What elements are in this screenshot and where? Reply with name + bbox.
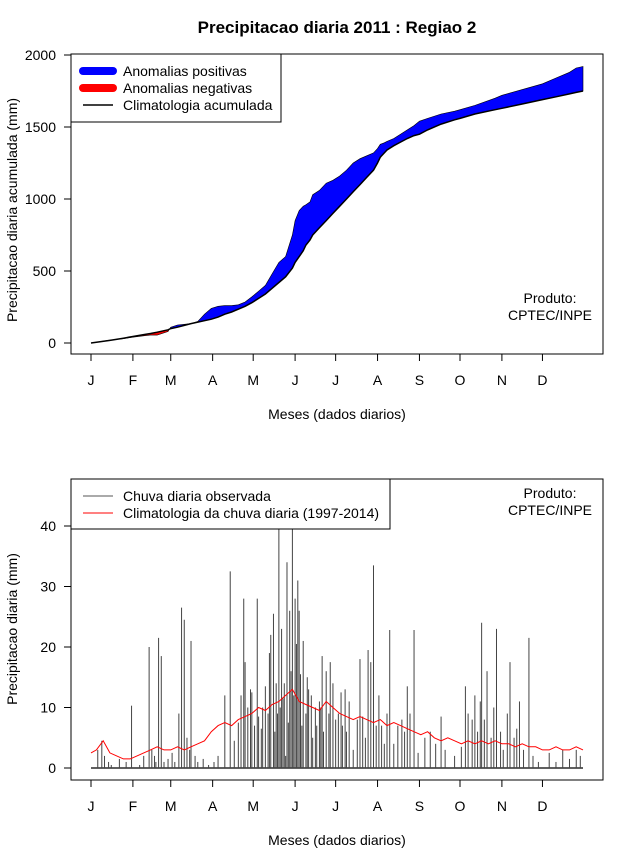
bottom-x-tick-label: J — [292, 798, 299, 814]
top-legend: Anomalias positivas Anomalias negativas … — [70, 53, 282, 123]
climatology-accumulated-line — [90, 90, 584, 344]
top-x-tick-label: F — [129, 372, 138, 388]
top-x-axis-label: Meses (dados diarios) — [268, 406, 406, 422]
top-x-tick-label: N — [497, 372, 507, 388]
bottom-x-tick-label: A — [208, 798, 218, 814]
bottom-x-tick-label: J — [332, 798, 339, 814]
daily-chart: 0 10 20 30 40 J F M A M J J A S O N D Meses (dados diar… — [4, 478, 604, 848]
bottom-x-axis-label: Meses (dados diarios) — [268, 832, 406, 848]
bottom-y-tick-label: 30 — [40, 579, 56, 595]
top-x-tick-label: O — [455, 372, 466, 388]
bottom-x-tick-label: M — [165, 798, 177, 814]
bottom-marks — [90, 526, 584, 769]
bottom-annotation-line2: CPTEC/INPE — [508, 502, 592, 518]
top-annotation-line2: CPTEC/INPE — [508, 307, 592, 323]
bottom-x-tick-label: J — [88, 798, 95, 814]
top-x-tick-label: M — [165, 372, 177, 388]
bottom-legend-box — [70, 478, 391, 530]
bottom-x-tick-label: N — [497, 798, 507, 814]
top-x-tick-label: S — [415, 372, 424, 388]
daily-climatology-line — [90, 688, 584, 760]
legend-label-daily-climatology: Climatologia da chuva diaria (1997-2014) — [123, 505, 379, 521]
top-y-tick-label: 500 — [33, 263, 57, 279]
bottom-y-tick-label: 0 — [48, 760, 56, 776]
bottom-x-tick-label: O — [455, 798, 466, 814]
top-y-tick-label: 0 — [48, 335, 56, 351]
bottom-legend: Chuva diaria observada Climatologia da c… — [70, 478, 391, 530]
bottom-y-tick-label: 40 — [40, 518, 56, 534]
top-x-tick-label: A — [373, 372, 383, 388]
bottom-x-tick-label: D — [537, 798, 547, 814]
top-y-tick-label: 1500 — [25, 119, 56, 135]
top-x-tick-label: J — [292, 372, 299, 388]
accumulated-chart: 0 500 1000 1500 2000 J F M A M J J A S O N D Meses (dad… — [4, 47, 604, 422]
bottom-y-axis-label: Precipitacao diaria (mm) — [4, 553, 20, 705]
bottom-x-tick-label: A — [373, 798, 383, 814]
legend-label-negative: Anomalias negativas — [123, 80, 252, 96]
legend-label-climatology: Climatologia acumulada — [123, 97, 273, 113]
top-x-tick-label: J — [332, 372, 339, 388]
top-x-tick-label: M — [247, 372, 259, 388]
top-x-tick-label: J — [88, 372, 95, 388]
bottom-y-axis: 0 10 20 30 40 — [40, 518, 71, 776]
bottom-x-tick-label: F — [129, 798, 138, 814]
top-y-axis-label: Precipitacao diaria acumulada (mm) — [4, 98, 20, 322]
top-x-tick-label: A — [208, 372, 218, 388]
bottom-y-tick-label: 10 — [40, 700, 56, 716]
bottom-y-tick-label: 20 — [40, 639, 56, 655]
top-annotation-line1: Produto: — [524, 290, 577, 306]
legend-label-positive: Anomalias positivas — [123, 63, 247, 79]
top-marks — [90, 66, 584, 344]
top-y-tick-label: 2000 — [25, 47, 56, 63]
bottom-x-tick-label: S — [415, 798, 424, 814]
top-y-axis: 0 500 1000 1500 2000 — [25, 47, 71, 351]
top-y-tick-label: 1000 — [25, 191, 56, 207]
legend-label-observed: Chuva diaria observada — [123, 488, 271, 504]
top-x-tick-label: D — [537, 372, 547, 388]
bottom-annotation-line1: Produto: — [524, 485, 577, 501]
figure-title: Precipitacao diaria 2011 : Regiao 2 — [198, 18, 477, 37]
bottom-x-tick-label: M — [247, 798, 259, 814]
